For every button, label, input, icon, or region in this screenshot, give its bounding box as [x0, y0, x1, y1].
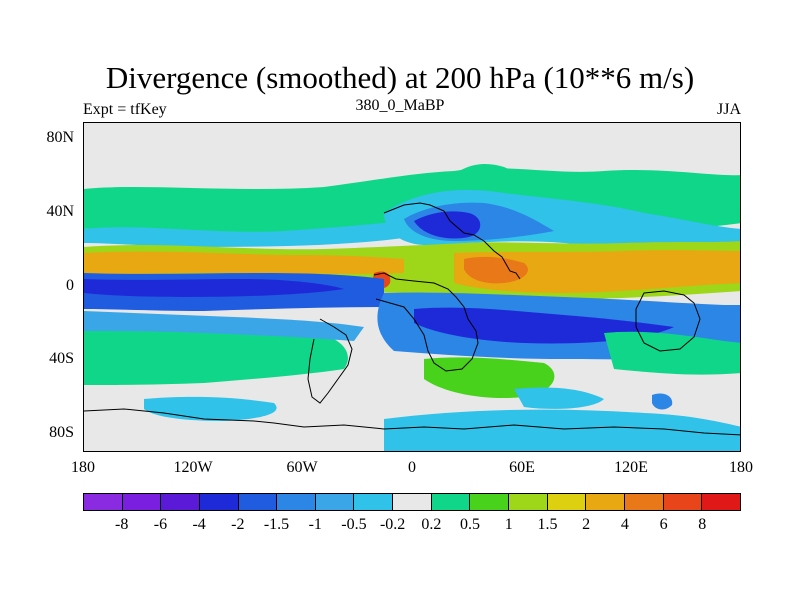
colorbar-swatch — [122, 494, 162, 510]
colorbar-swatch — [547, 494, 587, 510]
colorbar-swatch — [431, 494, 471, 510]
indian-south-green — [604, 331, 740, 375]
south-green-band — [84, 321, 348, 385]
colorbar-label: -4 — [192, 516, 206, 533]
equatorial-darkblue — [84, 279, 344, 297]
lat-label-80s: 80S — [49, 424, 74, 441]
lon-label-120w: 120W — [173, 459, 213, 476]
colorbar-label: -1.5 — [263, 516, 290, 533]
lat-label-eq: 0 — [66, 277, 74, 294]
colorbar-label: 1 — [504, 516, 513, 533]
antarctica-outline — [84, 408, 740, 436]
tropical-orange-band — [84, 251, 404, 274]
colorbar-swatch — [702, 494, 740, 510]
indian-orange-band — [454, 250, 740, 293]
north-cyan-strip — [84, 219, 424, 247]
experiment-label: Expt = tfKey — [83, 101, 167, 118]
colorbar-swatch — [161, 494, 200, 510]
africa-red-core — [464, 256, 528, 284]
lon-label-0: 0 — [408, 459, 416, 476]
colorbar-swatch — [199, 494, 239, 510]
colorbar-swatch — [238, 494, 278, 510]
colorbar-swatch — [84, 494, 123, 510]
colorbar-label: 8 — [698, 516, 707, 533]
colorbar-label: 0.5 — [460, 516, 481, 533]
colorbar-label: -1 — [308, 516, 322, 533]
south-ocean-cyan-east — [384, 409, 740, 451]
lat-label-80n: 80N — [46, 129, 74, 146]
colorbar-swatch — [470, 494, 510, 510]
lon-label-60w: 60W — [286, 459, 318, 476]
colorbar-swatch — [315, 494, 355, 510]
lon-label-180e: 180 — [729, 459, 753, 476]
europe-asia-outline — [383, 202, 521, 280]
south-ocean-blue-spot — [652, 393, 673, 410]
lon-label-120e: 120E — [614, 459, 648, 476]
lon-label-180w: 180 — [71, 459, 95, 476]
colorbar-label: 2 — [582, 516, 591, 533]
colorbar-swatch — [586, 494, 625, 510]
lon-label-60e: 60E — [509, 459, 535, 476]
lat-label-40s: 40S — [49, 350, 74, 367]
south-cyan-strip — [84, 311, 364, 341]
colorbar-label: -0.2 — [379, 516, 406, 533]
colorbar-label: -0.5 — [341, 516, 367, 533]
south-atlantic-green — [424, 357, 555, 399]
colorbar-label: -6 — [153, 516, 168, 533]
colorbar-label: -2 — [231, 516, 245, 533]
map-title: Divergence (smoothed) at 200 hPa (10**6 … — [105, 60, 695, 95]
colorbar-label: 0.2 — [421, 516, 442, 533]
south-ocean-cyan-right — [514, 387, 604, 409]
colorbar-swatch — [393, 494, 432, 510]
colorbar — [83, 493, 741, 511]
season-label: JJA — [716, 101, 741, 118]
colorbar-swatch — [277, 494, 316, 510]
map-plot-area — [83, 122, 741, 452]
colorbar-swatch — [509, 494, 548, 510]
south-america-outline — [307, 318, 353, 404]
divergence-field — [84, 123, 740, 451]
asia-darkblue-core — [414, 211, 481, 239]
australia-outline — [635, 290, 701, 352]
colorbar-label: 4 — [620, 516, 629, 533]
colorbar-label: -8 — [115, 516, 129, 533]
colorbar-swatch — [624, 494, 664, 510]
period-label: 380_0_MaBP — [355, 97, 445, 114]
coastlines — [84, 202, 740, 436]
colorbar-swatch — [663, 494, 703, 510]
africa-outline — [373, 272, 479, 372]
colorbar-label: 6 — [659, 516, 668, 533]
lat-label-40n: 40N — [46, 203, 74, 220]
colorbar-swatch — [354, 494, 394, 510]
colorbar-label: 1.5 — [537, 516, 558, 533]
